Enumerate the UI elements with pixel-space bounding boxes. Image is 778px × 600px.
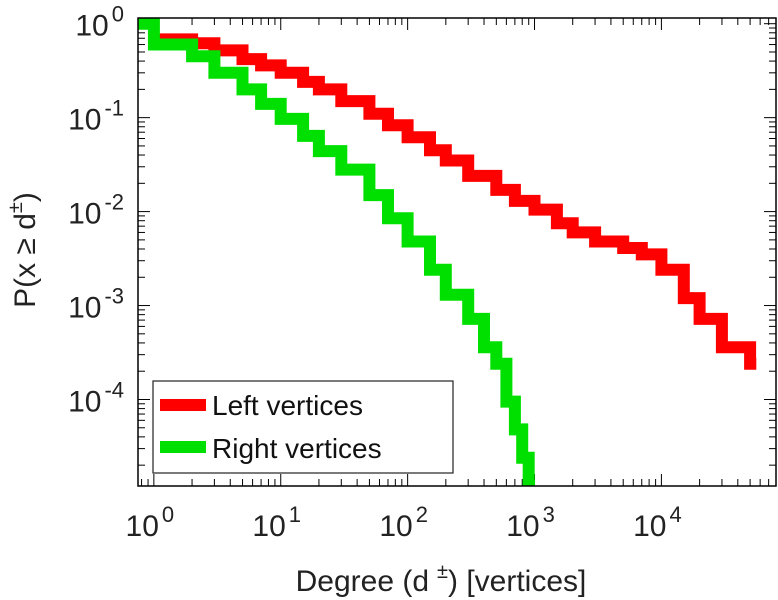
- x-tick-base: 10: [633, 510, 666, 543]
- y-axis-label: P(x ≥ d±): [5, 192, 42, 308]
- x-tick-base: 10: [252, 510, 285, 543]
- x-tick-label: 10 3: [506, 502, 555, 543]
- y-tick-exp: 0: [112, 2, 124, 27]
- y-tick-exp: -2: [104, 190, 124, 215]
- y-axis-label-suffix: ): [9, 192, 42, 202]
- y-tick-base: 10: [68, 198, 101, 231]
- x-tick-labels: 10 0 10 1 10 2 10 3 10 4: [126, 502, 682, 543]
- x-tick-base: 10: [126, 510, 159, 543]
- series-line-right-vertices: [138, 18, 535, 486]
- minor-ticks: [138, 18, 777, 486]
- y-tick-label: 10 0: [75, 2, 124, 43]
- y-tick-exp: -1: [104, 96, 124, 121]
- x-tick-base: 10: [506, 510, 539, 543]
- x-tick-exp: 2: [416, 502, 428, 527]
- y-tick-label: 10 -2: [68, 190, 124, 231]
- x-tick-base: 10: [379, 510, 412, 543]
- y-tick-base: 10: [68, 292, 101, 325]
- x-axis-label: Degree (d ±) [vertices]: [296, 561, 587, 598]
- y-tick-exp: -4: [104, 377, 124, 402]
- axes-frame: [137, 17, 777, 487]
- y-tick-label: 10 -3: [68, 284, 124, 325]
- y-axis-label-sup: ±: [5, 202, 27, 213]
- x-tick-label: 10 4: [633, 502, 682, 543]
- x-axis-label-suffix: ) [vertices]: [448, 565, 586, 598]
- y-tick-exp: -3: [104, 284, 124, 309]
- y-tick-base: 10: [68, 104, 101, 137]
- legend-box: [152, 380, 454, 474]
- x-tick-exp: 1: [289, 502, 301, 527]
- y-tick-label: 10 -1: [68, 96, 124, 137]
- y-tick-label: 10 -4: [68, 377, 124, 418]
- legend: Left vertices Right vertices: [152, 380, 454, 474]
- y-tick-base: 10: [75, 10, 108, 43]
- x-axis-label-sup: ±: [437, 561, 448, 583]
- x-axis-label-main: Degree (d: [296, 565, 429, 598]
- y-axis-label-main: P(x ≥ d: [9, 213, 42, 308]
- series-group: [138, 18, 757, 486]
- y-tick-base: 10: [68, 385, 101, 418]
- x-tick-label: 10 0: [126, 502, 175, 543]
- x-tick-label: 10 1: [252, 502, 301, 543]
- x-tick-label: 10 2: [379, 502, 428, 543]
- x-tick-exp: 3: [543, 502, 555, 527]
- x-tick-exp: 0: [162, 502, 174, 527]
- legend-label-left: Left vertices: [212, 390, 363, 421]
- legend-label-right: Right vertices: [212, 433, 382, 464]
- series-line-left-vertices: [153, 33, 757, 370]
- x-tick-exp: 4: [669, 502, 681, 527]
